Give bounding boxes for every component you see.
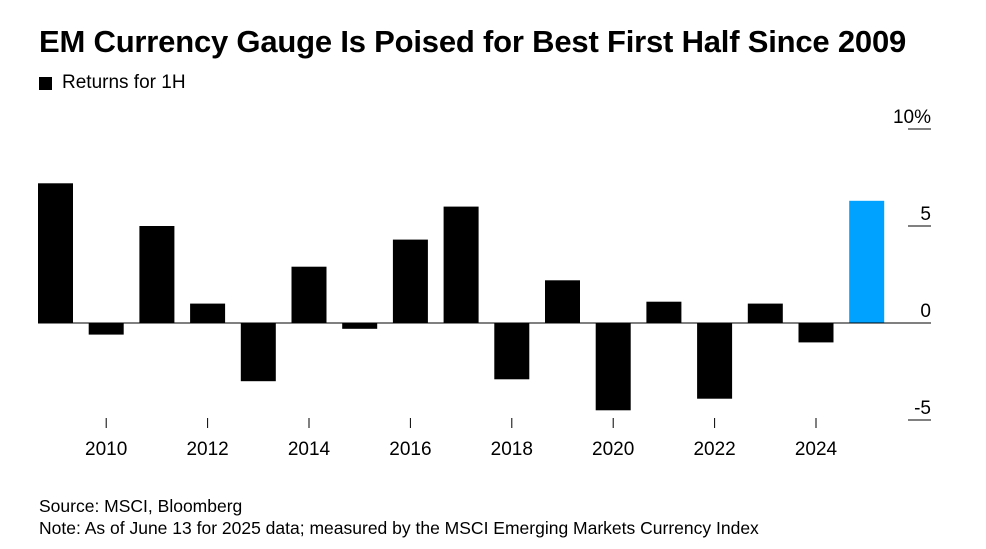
bar-2010 [88, 323, 124, 335]
bar-2013 [240, 323, 276, 382]
bar-2024 [798, 323, 834, 343]
bar-2023 [747, 303, 783, 323]
x-tick-label-2022: 2022 [693, 439, 735, 460]
y-axis: 10% 5 0 -5 [893, 107, 931, 421]
x-tick-label-2020: 2020 [592, 439, 634, 460]
bar-2018 [494, 323, 530, 380]
legend-swatch [39, 76, 52, 90]
y-tick-label: -5 [914, 398, 931, 419]
bar-2020 [595, 323, 631, 411]
y-tick-label: 5 [920, 204, 931, 225]
chart-title: EM Currency Gauge Is Poised for Best Fir… [39, 24, 907, 59]
bar-2025 [849, 200, 885, 323]
note-text: Note: As of June 13 for 2025 data; measu… [39, 518, 759, 538]
y-tick-label: 0 [920, 301, 931, 322]
x-axis: 2010 2012 2014 2016 2018 2020 2022 2024 [85, 418, 838, 460]
x-tick-label-2012: 2012 [186, 439, 228, 460]
legend: Returns for 1H [39, 72, 186, 94]
source-text: Source: MSCI, Bloomberg [39, 496, 243, 516]
bar-2011 [139, 226, 175, 323]
x-tick-label-2016: 2016 [389, 439, 431, 460]
y-tick-label: 10% [893, 107, 931, 128]
bar-2021 [646, 301, 682, 323]
bar-2015 [342, 323, 378, 329]
bars [38, 183, 885, 411]
bar-2014 [291, 266, 327, 323]
bar-2022 [697, 323, 733, 399]
x-tick-label-2024: 2024 [795, 439, 838, 460]
bar-2009 [38, 183, 73, 323]
bar-2019 [545, 280, 580, 323]
x-tick-label-2010: 2010 [85, 439, 127, 460]
x-tick-label-2014: 2014 [288, 439, 331, 460]
bar-2017 [443, 206, 479, 323]
legend-label: Returns for 1H [62, 72, 186, 93]
bar-2012 [190, 303, 226, 323]
bar-2016 [392, 239, 428, 323]
x-tick-label-2018: 2018 [491, 439, 533, 460]
